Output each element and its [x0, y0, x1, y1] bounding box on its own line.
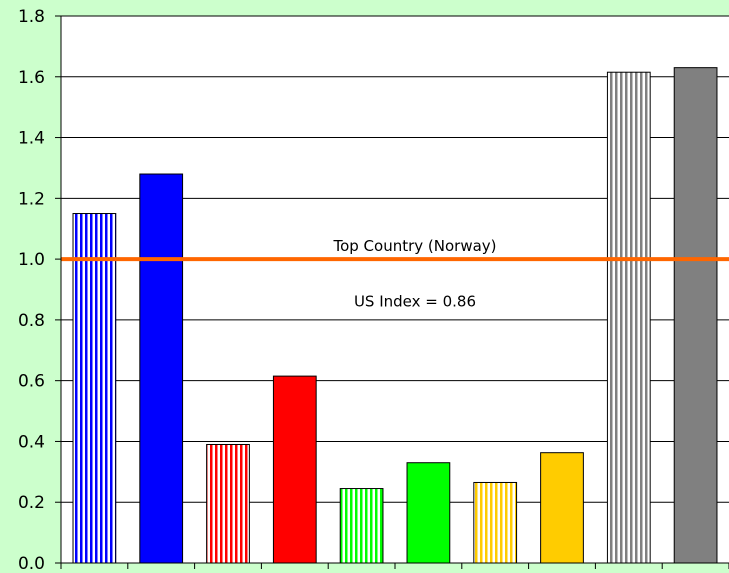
- y-tick-label: 1.2: [18, 189, 45, 209]
- bar: [139, 173, 184, 564]
- bar: [606, 71, 651, 564]
- bar: [272, 375, 317, 564]
- y-tick-label: 0.8: [18, 311, 45, 331]
- bars: [72, 67, 718, 564]
- bar: [406, 462, 451, 564]
- reference-line-label: Top Country (Norway): [332, 237, 496, 255]
- y-tick-label: 1.0: [18, 250, 45, 270]
- y-tick-label: 0.2: [18, 493, 45, 513]
- bar: [540, 452, 584, 564]
- y-tick-label: 0.0: [18, 554, 45, 573]
- y-tick-label: 1.8: [18, 7, 45, 27]
- bar: [473, 481, 518, 564]
- y-tick-label: 1.4: [18, 129, 45, 149]
- bar: [673, 67, 718, 564]
- us-index-annotation: US Index = 0.86: [354, 293, 476, 311]
- bar: [339, 488, 384, 564]
- y-tick-label: 0.4: [18, 432, 45, 452]
- bar: [206, 443, 250, 564]
- bar: [72, 213, 117, 564]
- axes: 0.0 0.2 0.4 0.6 0.8 1.0 1.2 1.4 1.6 1.8: [18, 7, 729, 573]
- y-tick-label: 0.6: [18, 372, 45, 392]
- y-tick-label: 1.6: [18, 68, 45, 88]
